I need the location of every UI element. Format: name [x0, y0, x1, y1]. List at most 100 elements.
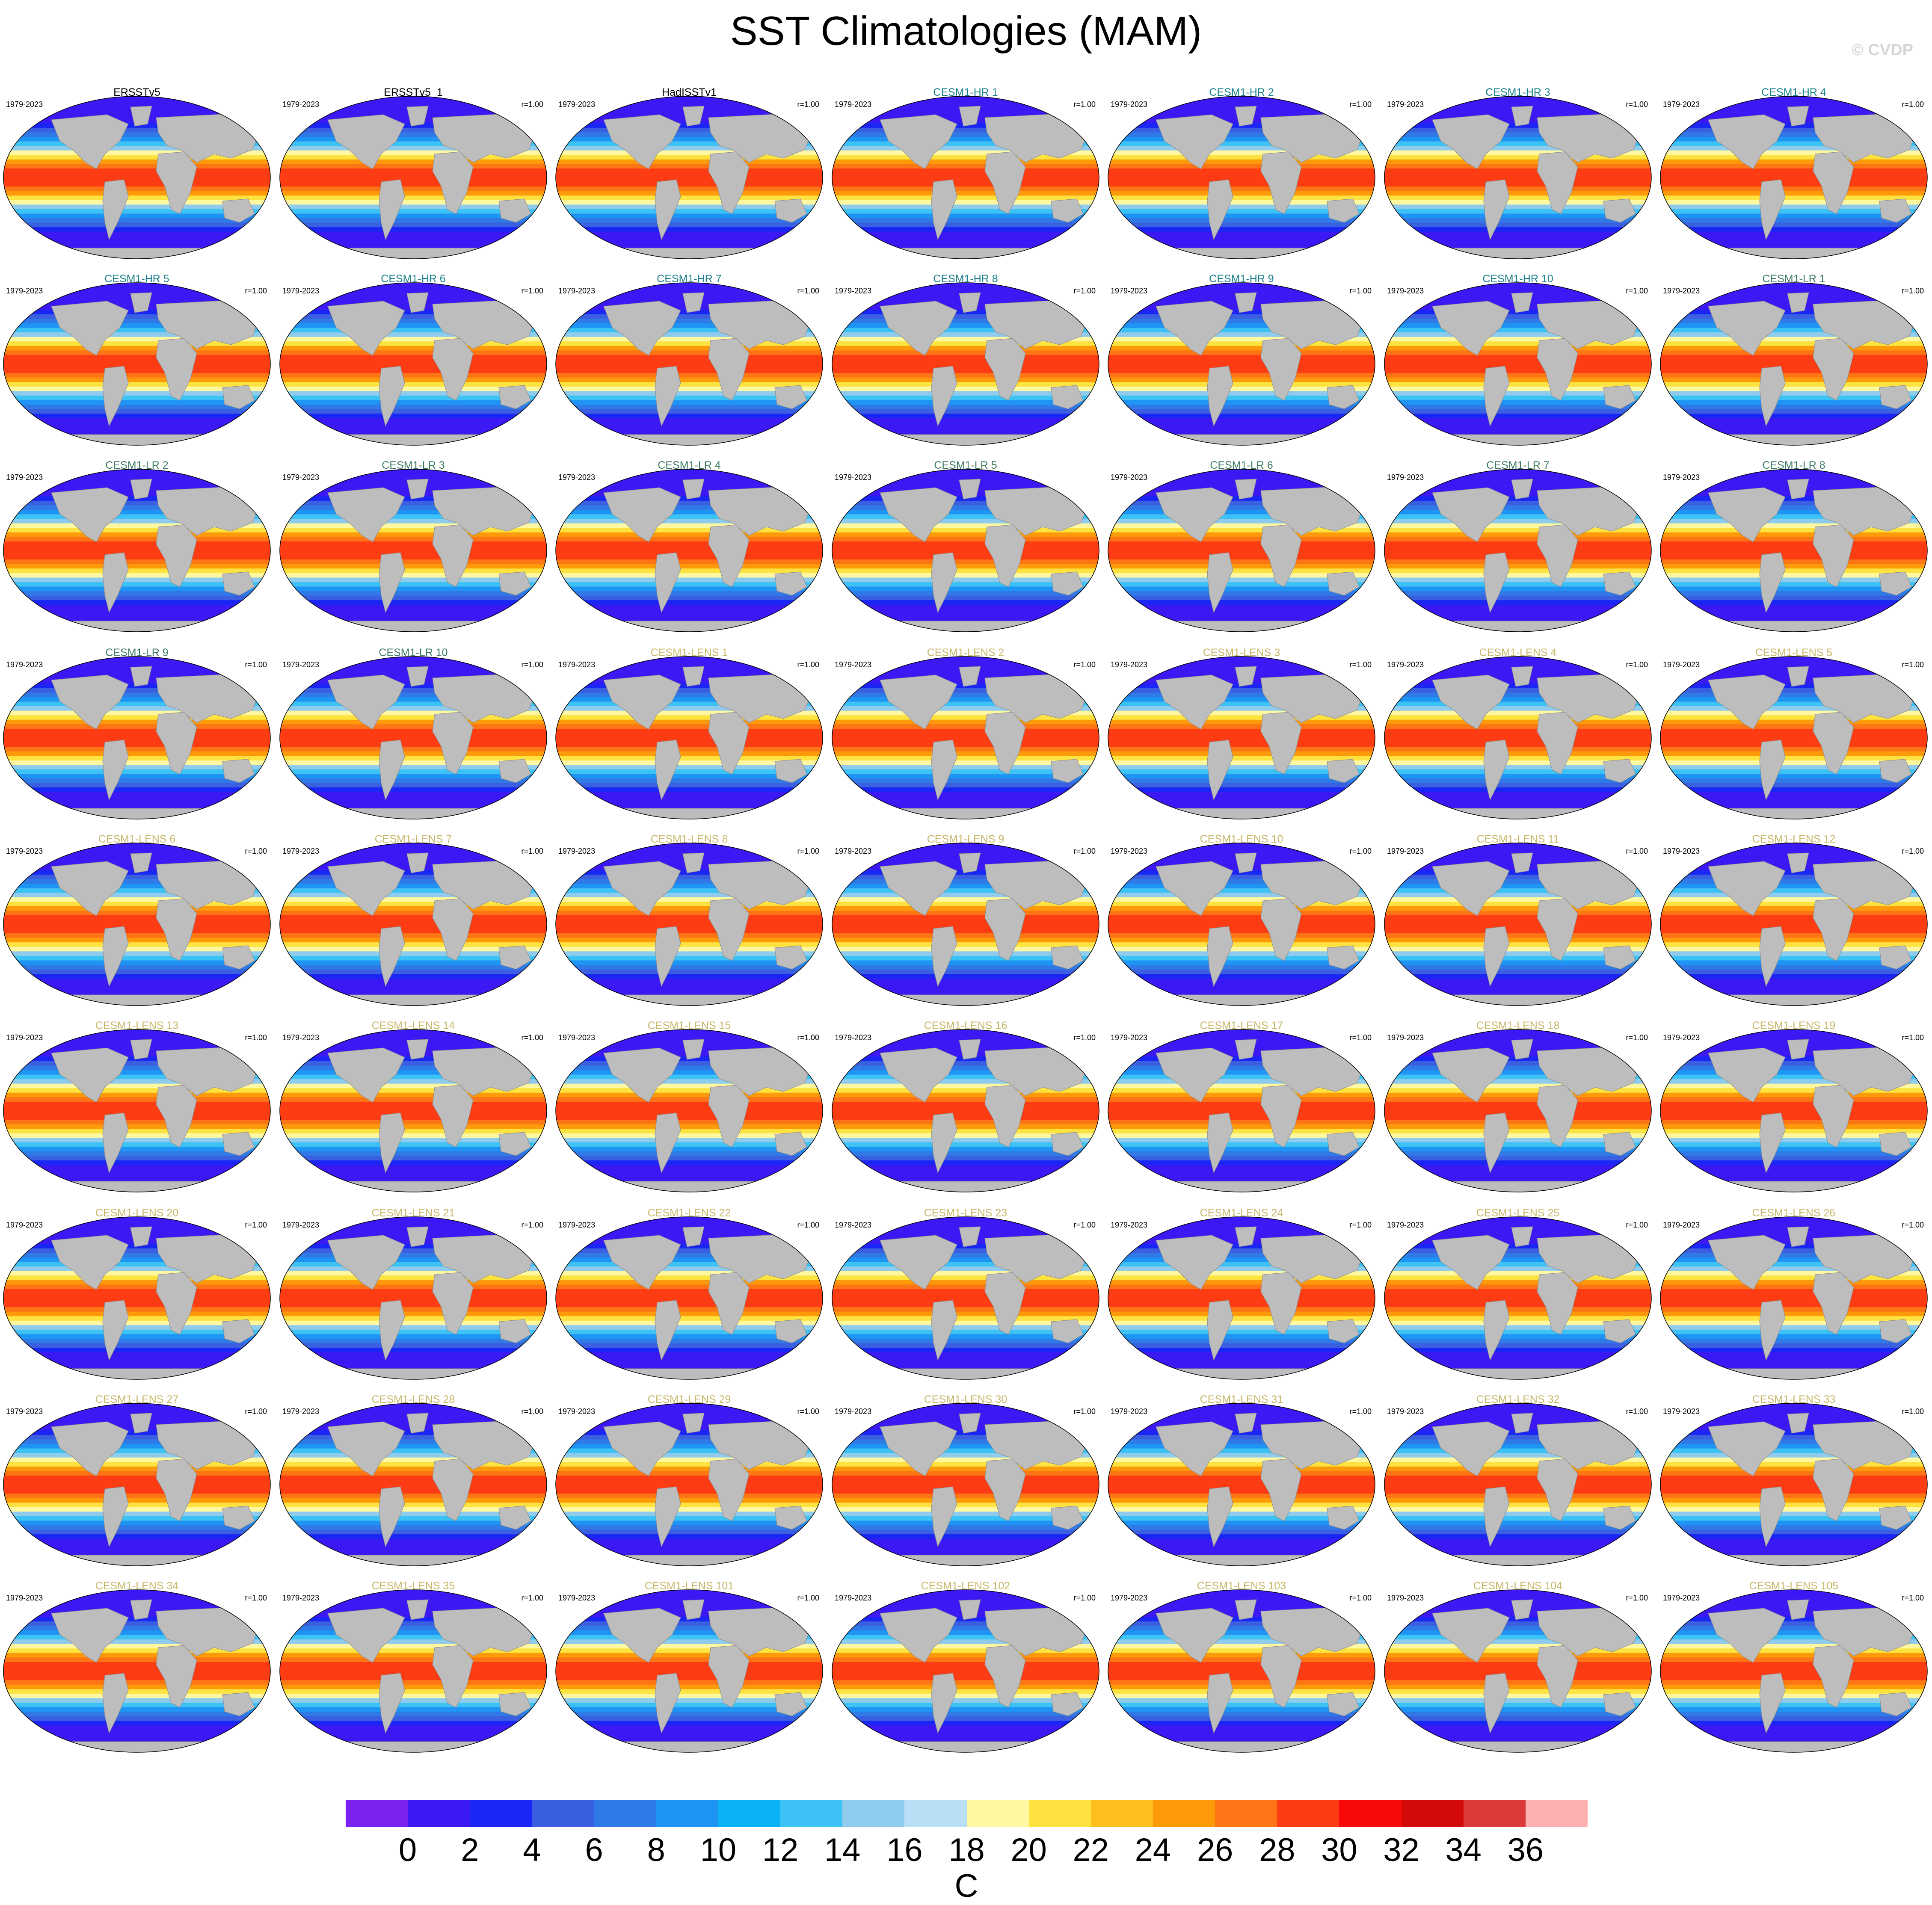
chart-title: SST Climatologies (MAM)	[730, 8, 1202, 54]
map-panel: CESM1-LENS 13 1979-2023 r=1.00	[0, 1018, 274, 1202]
panel-period: 1979-2023	[1663, 287, 1700, 295]
map-panel: ERSSTv5 1979-2023	[0, 85, 274, 269]
sst-map	[279, 843, 547, 1006]
map-panel: CESM1-LENS 35 1979-2023 r=1.00	[276, 1578, 550, 1762]
sst-map	[279, 469, 547, 632]
sst-map	[832, 843, 1099, 1006]
map-panel: CESM1-LENS 105 1979-2023 r=1.00	[1657, 1578, 1931, 1762]
colorbar-tick-label: 22	[1073, 1832, 1109, 1868]
panel-pattern-correlation: r=1.00	[521, 287, 543, 295]
sst-map	[279, 282, 547, 446]
panel-period: 1979-2023	[1111, 847, 1148, 855]
panel-period: 1979-2023	[1663, 847, 1700, 855]
map-panel: CESM1-LR 5 1979-2023	[829, 458, 1102, 642]
colorbar-tick-label: 24	[1135, 1832, 1171, 1868]
sst-map	[832, 1589, 1099, 1753]
colorbar-tick-label: 6	[585, 1832, 603, 1868]
panel-pattern-correlation: r=1.00	[1073, 100, 1096, 109]
map-panel: CESM1-LENS 22 1979-2023 r=1.00	[552, 1205, 826, 1389]
panel-period: 1979-2023	[1387, 473, 1424, 482]
colorbar	[346, 1800, 1588, 1827]
panel-period: 1979-2023	[835, 847, 872, 855]
panel-period: 1979-2023	[1663, 660, 1700, 669]
colorbar-swatch	[1525, 1800, 1588, 1827]
colorbar-swatch	[904, 1800, 967, 1827]
panel-pattern-correlation: r=1.00	[797, 1033, 819, 1042]
sst-map	[279, 656, 547, 819]
map-panel: CESM1-LENS 24 1979-2023 r=1.00	[1105, 1205, 1378, 1389]
panel-pattern-correlation: r=1.00	[1073, 287, 1096, 295]
panel-pattern-correlation: r=1.00	[1349, 847, 1372, 855]
panel-pattern-correlation: r=1.00	[1349, 287, 1372, 295]
map-panel: CESM1-LENS 7 1979-2023 r=1.00	[276, 831, 550, 1015]
map-panel: CESM1-LENS 9 1979-2023 r=1.00	[829, 831, 1102, 1015]
map-panel: CESM1-HR 10 1979-2023 r=1.00	[1381, 271, 1655, 455]
map-panel: CESM1-LENS 17 1979-2023 r=1.00	[1105, 1018, 1378, 1202]
panel-pattern-correlation: r=1.00	[1073, 1033, 1096, 1042]
panel-pattern-correlation: r=1.00	[1073, 1594, 1096, 1602]
colorbar-swatch	[1277, 1800, 1339, 1827]
colorbar-swatch	[408, 1800, 470, 1827]
sst-map	[279, 1029, 547, 1192]
map-panel: CESM1-LENS 32 1979-2023 r=1.00	[1381, 1392, 1655, 1576]
panel-pattern-correlation: r=1.00	[1902, 1033, 1924, 1042]
panel-pattern-correlation: r=1.00	[1073, 660, 1096, 669]
sst-map	[1660, 1589, 1928, 1753]
panel-period: 1979-2023	[835, 287, 872, 295]
panel-period: 1979-2023	[282, 100, 320, 109]
panel-period: 1979-2023	[1663, 100, 1700, 109]
sst-map	[1108, 1403, 1375, 1566]
panel-period: 1979-2023	[1387, 660, 1424, 669]
colorbar-swatch	[1339, 1800, 1402, 1827]
sst-map	[1108, 1029, 1375, 1192]
panel-pattern-correlation: r=1.00	[1349, 1594, 1372, 1602]
sst-map	[832, 1029, 1099, 1192]
colorbar-swatch	[346, 1800, 408, 1827]
panel-period: 1979-2023	[835, 1594, 872, 1602]
sst-map	[1660, 469, 1928, 632]
map-panel: HadISSTv1 1979-2023 r=1.00	[552, 85, 826, 269]
panel-pattern-correlation: r=1.00	[1349, 1221, 1372, 1229]
panel-pattern-correlation: r=1.00	[797, 1221, 819, 1229]
sst-map	[1108, 656, 1375, 819]
colorbar-swatch	[656, 1800, 719, 1827]
panel-period: 1979-2023	[558, 1033, 596, 1042]
panel-period: 1979-2023	[282, 847, 320, 855]
colorbar-swatch	[842, 1800, 905, 1827]
map-panel: CESM1-LENS 19 1979-2023 r=1.00	[1657, 1018, 1931, 1202]
colorbar-tick-label: 26	[1197, 1832, 1233, 1868]
panel-pattern-correlation: r=1.00	[245, 1221, 267, 1229]
sst-map	[555, 1403, 823, 1566]
panel-period: 1979-2023	[558, 1594, 596, 1602]
panel-period: 1979-2023	[282, 660, 320, 669]
panel-pattern-correlation: r=1.00	[245, 1594, 267, 1602]
sst-map	[3, 1029, 271, 1192]
colorbar-tick-label: 14	[824, 1832, 861, 1868]
panel-period: 1979-2023	[1663, 473, 1700, 482]
sst-map	[1384, 469, 1652, 632]
panel-period: 1979-2023	[1111, 1033, 1148, 1042]
panel-period: 1979-2023	[1387, 1407, 1424, 1416]
panel-period: 1979-2023	[835, 1221, 872, 1229]
map-panel: CESM1-LENS 8 1979-2023 r=1.00	[552, 831, 826, 1015]
panel-pattern-correlation: r=1.00	[1073, 1221, 1096, 1229]
panel-period: 1979-2023	[6, 100, 43, 109]
map-panel: CESM1-LENS 16 1979-2023 r=1.00	[829, 1018, 1102, 1202]
sst-map	[1660, 656, 1928, 819]
panel-period: 1979-2023	[6, 1221, 43, 1229]
map-panel: CESM1-LENS 23 1979-2023 r=1.00	[829, 1205, 1102, 1389]
map-panel: CESM1-LENS 30 1979-2023 r=1.00	[829, 1392, 1102, 1576]
map-panel: CESM1-LR 10 1979-2023 r=1.00	[276, 645, 550, 829]
panel-period: 1979-2023	[282, 473, 320, 482]
panel-period: 1979-2023	[1387, 100, 1424, 109]
panel-pattern-correlation: r=1.00	[797, 100, 819, 109]
sst-map	[555, 469, 823, 632]
map-panel: CESM1-LENS 5 1979-2023 r=1.00	[1657, 645, 1931, 829]
sst-map	[1384, 282, 1652, 446]
panel-pattern-correlation: r=1.00	[521, 1033, 543, 1042]
panel-period: 1979-2023	[1387, 1594, 1424, 1602]
map-panel: CESM1-LR 7 1979-2023	[1381, 458, 1655, 642]
sst-map	[555, 656, 823, 819]
map-panel: CESM1-LENS 27 1979-2023 r=1.00	[0, 1392, 274, 1576]
